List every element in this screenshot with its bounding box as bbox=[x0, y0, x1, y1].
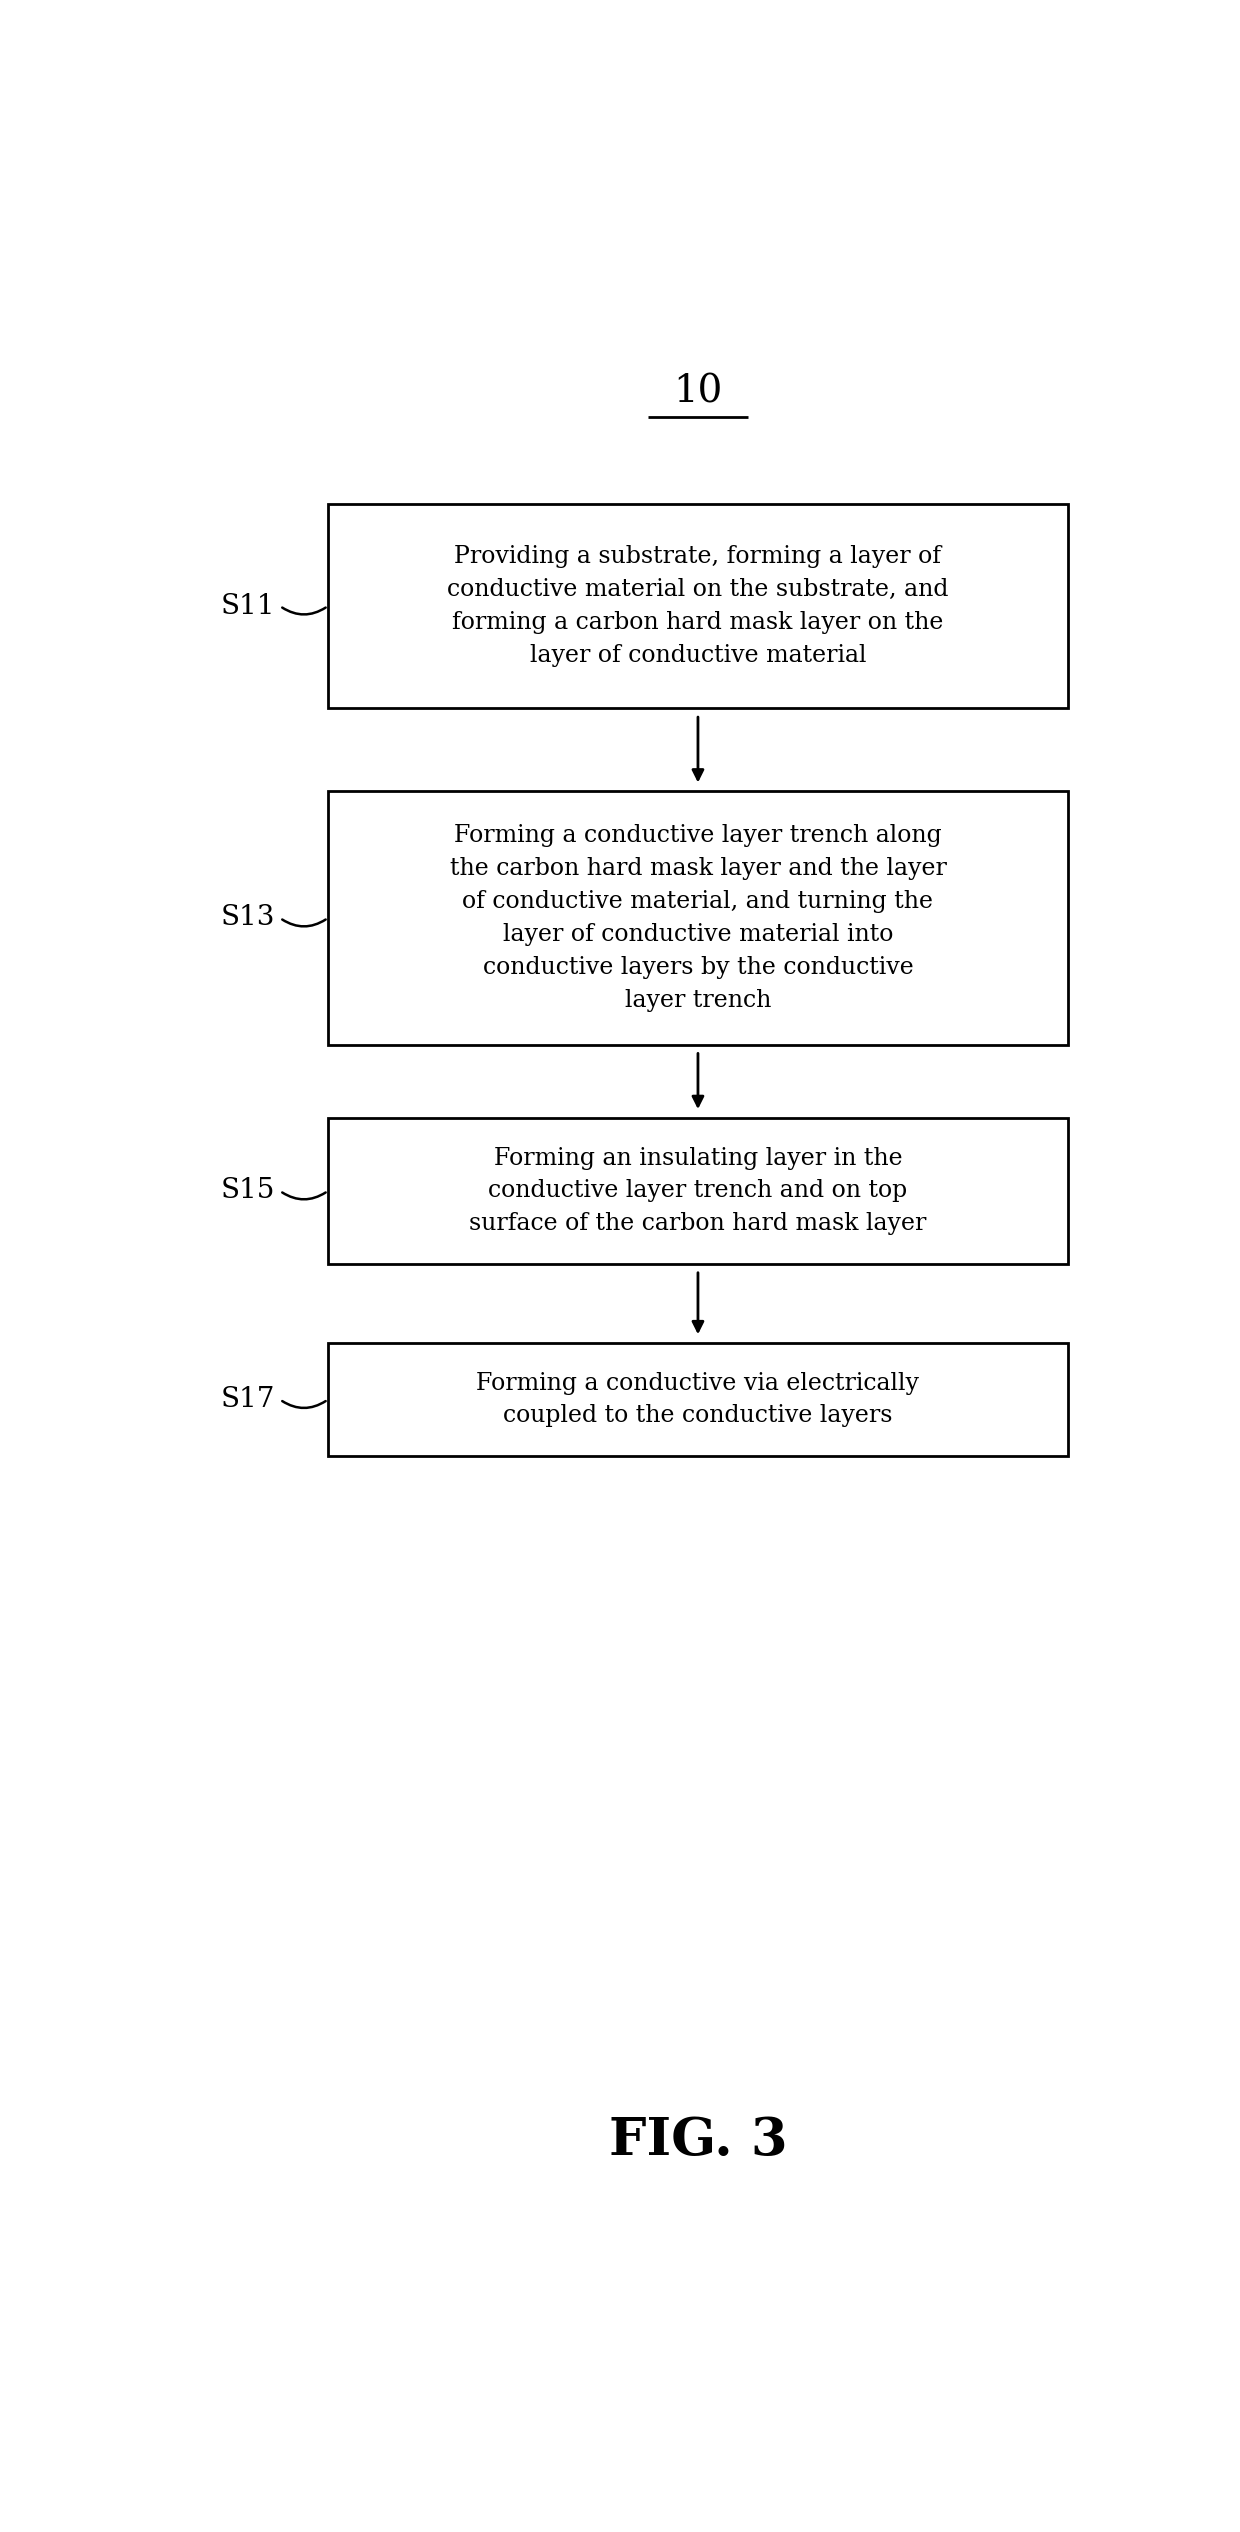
Text: Providing a substrate, forming a layer of
conductive material on the substrate, : Providing a substrate, forming a layer o… bbox=[448, 544, 949, 666]
Text: FIG. 3: FIG. 3 bbox=[609, 2114, 787, 2165]
Text: Forming a conductive layer trench along
the carbon hard mask layer and the layer: Forming a conductive layer trench along … bbox=[450, 825, 946, 1013]
Text: S13: S13 bbox=[221, 904, 275, 932]
Text: S15: S15 bbox=[221, 1177, 275, 1205]
Text: S17: S17 bbox=[221, 1385, 275, 1413]
Bar bbox=[327, 1342, 1068, 1456]
Text: Forming a conductive via electrically
coupled to the conductive layers: Forming a conductive via electrically co… bbox=[476, 1372, 920, 1428]
Bar bbox=[327, 790, 1068, 1046]
Text: S11: S11 bbox=[221, 592, 275, 620]
Bar bbox=[327, 504, 1068, 709]
Text: 10: 10 bbox=[673, 372, 723, 410]
Text: Forming an insulating layer in the
conductive layer trench and on top
surface of: Forming an insulating layer in the condu… bbox=[469, 1147, 926, 1236]
Bar bbox=[327, 1117, 1068, 1263]
